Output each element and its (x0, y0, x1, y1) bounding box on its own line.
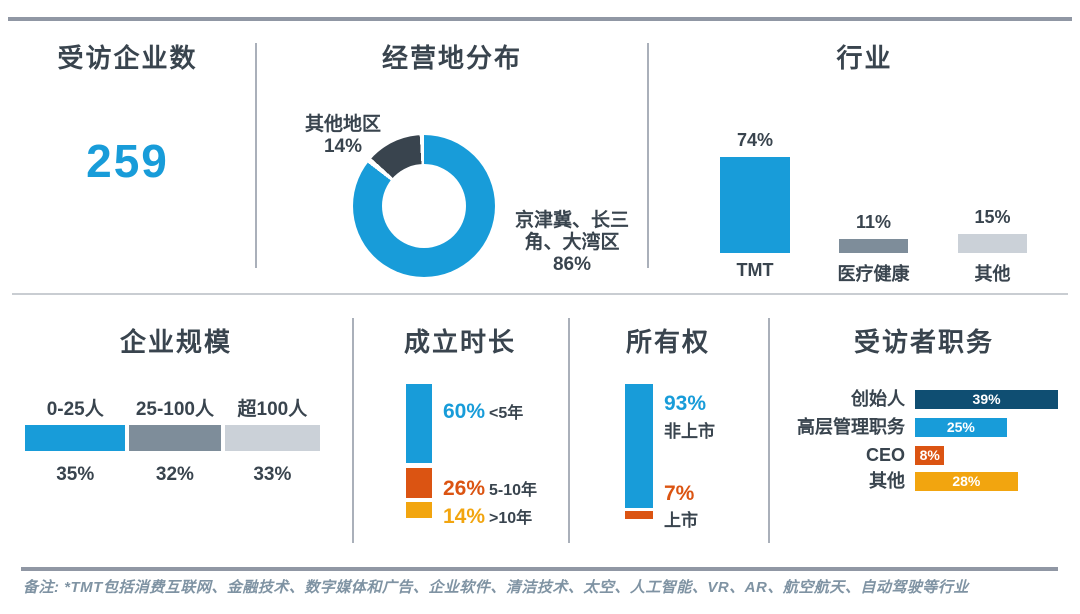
bar-label: 其他 (869, 471, 905, 491)
age-bar-over-10y (406, 502, 432, 519)
industry-bar-group-other: 15% 其他 (958, 58, 1027, 284)
bar-label: CEO (865, 445, 905, 465)
bar-value: 14% (443, 505, 486, 528)
bar-value: 25% (946, 419, 975, 435)
segment-value: 33% (253, 464, 292, 485)
bar-value: 15% (974, 206, 1011, 227)
bar-value: 7% (664, 482, 695, 505)
age-bar-under-5y (406, 384, 432, 464)
top-rule (8, 17, 1072, 21)
ownership-bar-private (625, 384, 653, 508)
segment-bar (225, 425, 320, 451)
age-bar-5-10y (406, 468, 432, 498)
segment-bar (25, 425, 126, 451)
size-segment-over-100: 超100人 33% (225, 394, 320, 504)
section-respondent-count: 受访企业数 259 (0, 38, 255, 278)
middle-rule (12, 293, 1068, 295)
bar-label: 5-10年 (489, 482, 538, 499)
divider-top-2 (647, 43, 649, 268)
divider-top-1 (255, 43, 257, 268)
bar (839, 238, 908, 253)
bar-label: 非上市 (664, 422, 715, 441)
bar-label: 高层管理职务 (797, 417, 905, 437)
industry-plot: 74% TMT 11% 医疗健康 15% 其他 (649, 58, 1080, 284)
bar (958, 233, 1027, 253)
age-row-under-5y: 60% <5年 (443, 399, 523, 424)
bar-label: TMT (736, 260, 774, 280)
section-respondent-role: 受访者职务 创始人 39% 高层管理职务 25% CEO 8% 其他 28% (768, 318, 1080, 543)
section-title: 企业规模 (119, 327, 232, 357)
bar: 8% (915, 446, 945, 465)
ownership-bar-listed (625, 511, 653, 520)
bar-value: 26% (443, 477, 486, 500)
divider-bottom-2 (568, 318, 570, 543)
age-row-over-10y: 14% >10年 (443, 504, 532, 529)
size-segment-0-25: 0-25人 35% (25, 394, 126, 504)
bottom-rule (21, 567, 1058, 571)
segment-label: 25-100人 (135, 399, 214, 420)
bar-label: <5年 (489, 405, 524, 422)
section-title: 所有权 (625, 327, 710, 357)
footnote: 备注: *TMT包括消费互联网、金融技术、数字媒体和广告、企业软件、清洁技术、太… (23, 579, 969, 596)
donut-label-other-regions: 其他地区 14% (304, 114, 381, 157)
bar-label: 上市 (664, 511, 698, 530)
segment-label: 超100人 (237, 399, 308, 420)
divider-bottom-3 (768, 318, 770, 543)
section-title: 受访者职务 (853, 327, 994, 357)
size-segment-25-100: 25-100人 32% (129, 394, 221, 504)
bar-value: 28% (952, 473, 981, 489)
section-title: 行业 (836, 43, 893, 73)
industry-bar-group-healthcare: 11% 医疗健康 (838, 58, 910, 284)
respondent-count-value: 259 (86, 135, 169, 187)
section-company-age: 成立时长 60% <5年 26% 5-10年 14% >10年 (352, 318, 568, 543)
geography-donut-chart (353, 135, 495, 277)
bar-value: 11% (855, 211, 892, 232)
segment-value: 35% (56, 464, 95, 485)
bar-value: 60% (443, 400, 486, 423)
bar-label: 创始人 (851, 389, 905, 409)
section-ownership: 所有权 93% 非上市 7% 上市 (568, 318, 768, 543)
section-geography: 经营地分布 其他地区 14% 京津冀、长三 角、大湾区 86% (256, 38, 648, 278)
bar-label: 其他 (974, 264, 1011, 284)
divider-bottom-1 (352, 318, 354, 543)
bar-value: 93% (664, 392, 707, 415)
section-title: 受访企业数 (57, 43, 198, 73)
bar-label: 医疗健康 (837, 264, 910, 284)
section-title: 成立时长 (403, 327, 516, 357)
bar-value: 74% (736, 129, 774, 150)
donut-hole (382, 164, 466, 248)
bar: 28% (915, 472, 1018, 491)
segment-bar (129, 425, 221, 451)
bar: 25% (915, 418, 1007, 437)
section-company-size: 企业规模 0-25人 35% 25-100人 32% 超100人 33% (0, 318, 352, 543)
section-title: 经营地分布 (381, 43, 522, 73)
bar (720, 156, 790, 253)
age-row-5-10y: 26% 5-10年 (443, 476, 537, 501)
bar-value: 8% (919, 447, 940, 463)
bar: 39% (915, 390, 1059, 409)
bar-value: 39% (972, 391, 1001, 407)
industry-bar-group-tmt: 74% TMT (720, 58, 790, 280)
segment-label: 0-25人 (46, 399, 104, 420)
donut-label-main-regions: 京津冀、长三 角、大湾区 86% (514, 210, 629, 275)
segment-value: 32% (155, 464, 194, 485)
bar-label: >10年 (489, 510, 533, 527)
section-industry: 行业 74% TMT 11% 医疗健康 15% 其他 (649, 38, 1080, 284)
